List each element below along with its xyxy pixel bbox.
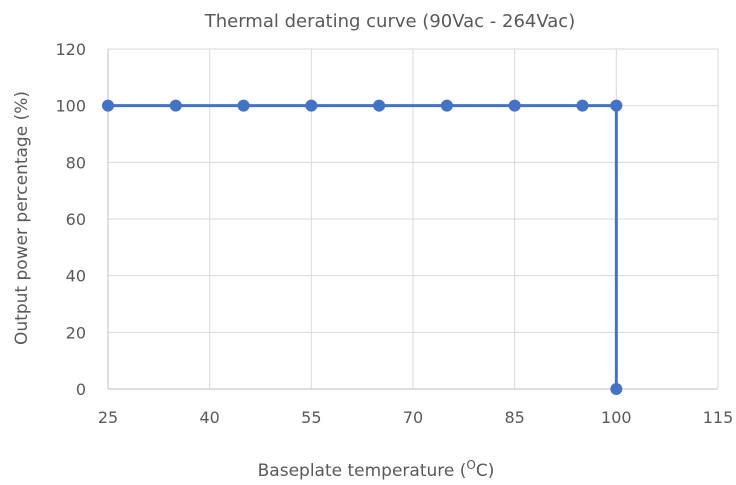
series [102, 99, 623, 395]
chart-title: Thermal derating curve (90Vac - 264Vac) [204, 11, 575, 32]
data-point [373, 99, 386, 112]
x-tick-label: 100 [601, 408, 632, 427]
y-tick-label: 40 [66, 267, 86, 286]
x-axis-label-main: Baseplate temperature ( [258, 461, 467, 481]
x-tick-label: 25 [98, 408, 118, 427]
x-tick-label: 55 [301, 408, 321, 427]
x-tick-label: 115 [703, 408, 734, 427]
y-tick-label: 100 [55, 97, 86, 116]
y-tick-label: 60 [66, 210, 86, 229]
x-tick-label: 70 [403, 408, 423, 427]
y-tick-label: 120 [55, 40, 86, 59]
data-point [305, 99, 318, 112]
series-line [108, 104, 618, 389]
y-tick-labels: 0 20 40 60 80 100 120 [55, 40, 86, 399]
data-point [508, 99, 521, 112]
data-point [576, 99, 589, 112]
y-tick-label: 20 [66, 323, 86, 342]
data-point [102, 99, 114, 112]
y-tick-label: 0 [76, 380, 86, 399]
data-point [169, 99, 182, 112]
grid [108, 48, 719, 389]
y-axis-label: Output power percentage (%) [12, 91, 32, 345]
x-tick-label: 40 [199, 408, 219, 427]
x-axis-label-superscript: O [466, 458, 475, 472]
data-point [610, 383, 623, 395]
data-point [440, 99, 453, 112]
x-tick-labels: 25 40 55 70 85 100 115 [98, 408, 733, 427]
y-tick-label: 80 [66, 153, 86, 172]
data-point [610, 99, 623, 112]
data-point [237, 99, 250, 112]
x-tick-label: 85 [504, 408, 524, 427]
x-axis-label-end: C) [476, 461, 495, 481]
x-axis-label: Baseplate temperature (OC) [258, 458, 495, 481]
